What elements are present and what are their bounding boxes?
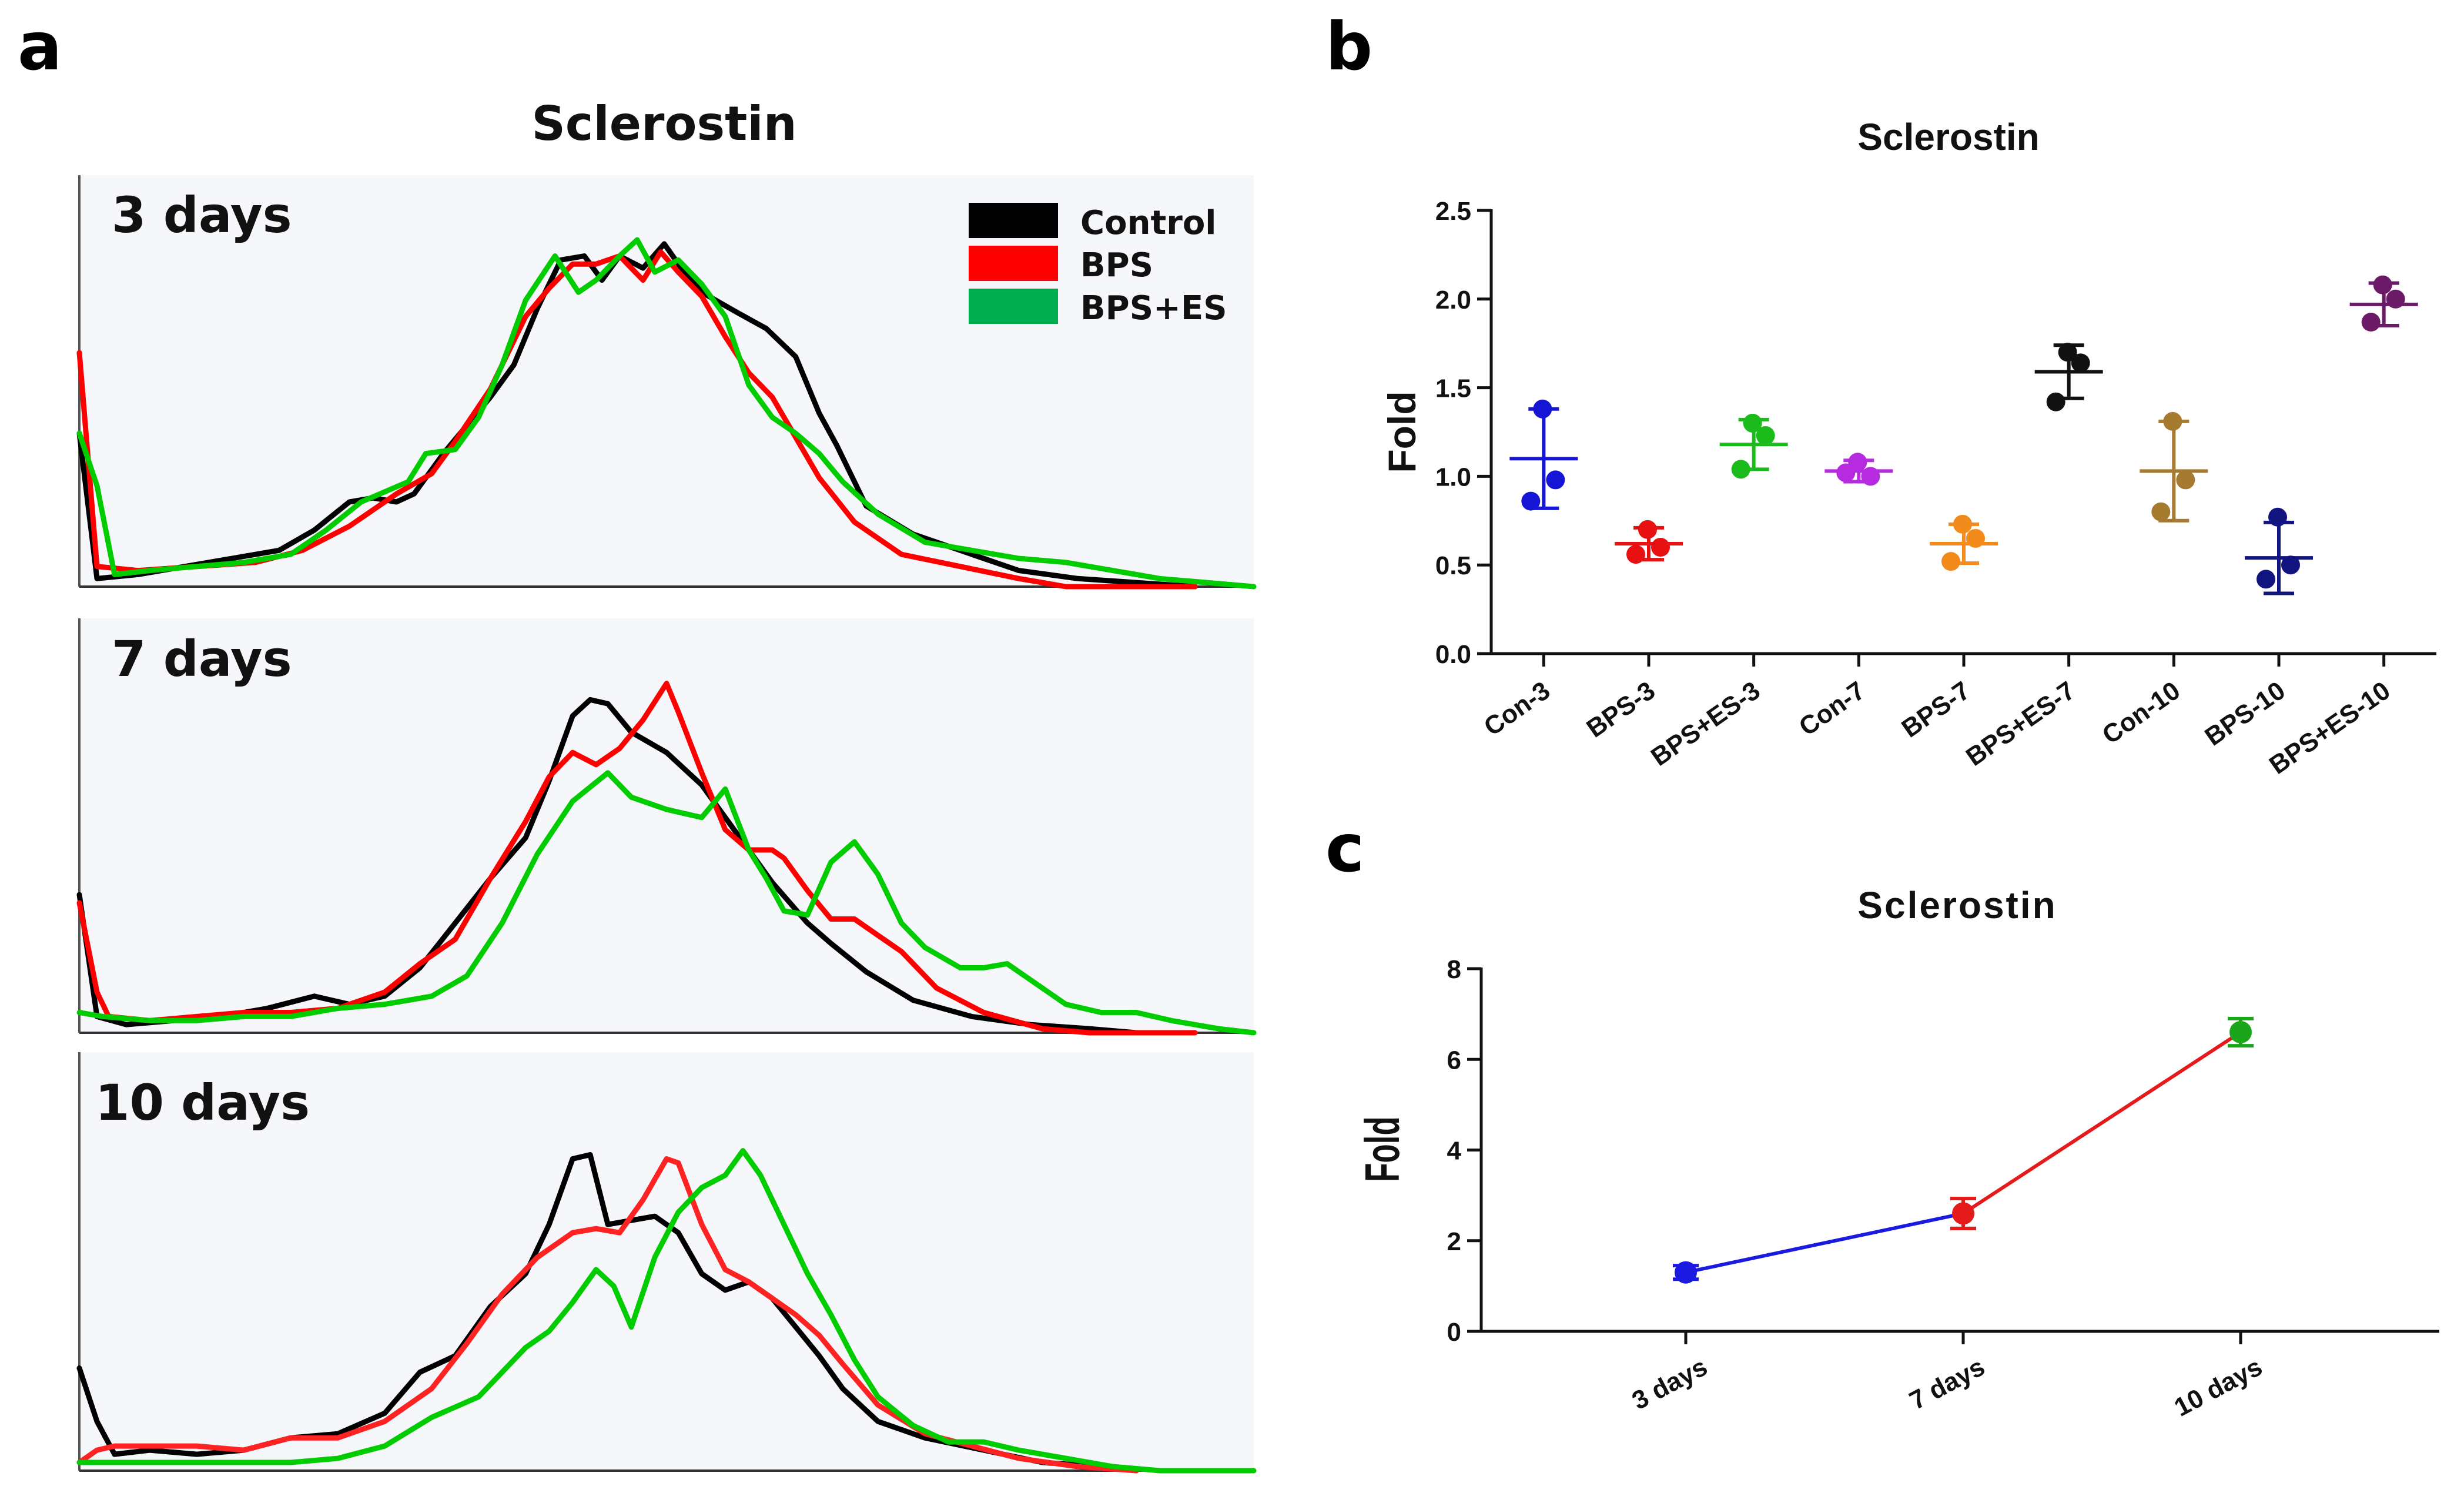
histogram-3-days: 3 days [76,175,1257,590]
b-data-point [2373,275,2392,294]
b-y-tick-label: 1.0 [1435,463,1471,491]
histogram-background [79,1052,1254,1471]
c-y-tick-label: 4 [1447,1137,1462,1166]
b-data-point [2163,411,2182,431]
c-point-10-days: 10 days [2170,1016,2267,1422]
panel-b-ylabel: Fold [1380,391,1424,473]
b-data-point [2046,392,2065,411]
legend-swatch-bps [969,246,1058,281]
b-y-tick-label: 2.0 [1435,286,1471,314]
b-data-point [2281,555,2300,575]
b-data-point [1966,528,1985,548]
b-x-tick-label: BPS+ES-3 [1646,676,1765,772]
b-y-tick-label: 0.0 [1435,640,1471,669]
c-data-point [1675,1261,1697,1284]
b-group-con-3: Con-3 [1479,399,1578,742]
b-y-tick-label: 0.5 [1435,551,1471,580]
b-data-point [1546,470,1565,490]
c-y-tick-label: 0 [1447,1318,1461,1347]
b-y-tick-label: 2.5 [1435,197,1471,226]
b-data-point [2268,507,2287,527]
series-line-bps [76,681,1198,1036]
c-point-7-days: 7 days [1905,1197,1990,1416]
panel-letter-b: b [1325,9,1372,85]
b-data-point [1756,426,1775,446]
b-data-point [1731,460,1750,479]
b-data-point [1836,463,1856,483]
b-x-tick-label: Con-7 [1794,676,1870,742]
c-x-tick-label: 3 days [1628,1353,1712,1416]
b-group-bps-10: BPS-10 [2199,507,2313,752]
panel-a-histograms: Sclerostin 3 days 7 days 10 days Control B… [76,96,1257,1474]
legend-label-bps-es: BPS+ES [1080,289,1227,327]
b-data-point [1953,514,1972,534]
histogram-10-days: 10 days [76,1052,1257,1474]
histogram-day-label: 3 days [112,186,292,244]
panel-b-title: Sclerostin [1857,116,2039,158]
b-data-point [2151,502,2171,521]
legend: Control BPS BPS+ES [969,203,1227,327]
c-y-tick-label: 2 [1447,1227,1461,1256]
b-data-point [1651,538,1670,557]
legend-swatch-bps-es [969,289,1058,324]
b-group-bps-7: BPS-7 [1896,514,1998,744]
series-line-bps-es [76,237,1257,590]
series-line-bps [76,1156,1139,1474]
b-data-point [1743,413,1762,433]
legend-label-bps: BPS [1080,246,1153,284]
histogram-7-days: 7 days [76,618,1257,1036]
b-data-point [2361,313,2381,332]
c-data-point [2229,1020,2252,1043]
b-x-tick-label: BPS-3 [1581,676,1660,743]
b-group-bps-es-3: BPS+ES-3 [1646,413,1788,772]
b-x-tick-label: BPS-10 [2199,676,2290,752]
panel-c-ylabel: Fold [1355,1116,1410,1181]
legend-swatch-control [969,203,1058,238]
panel-c-timecourse: Sclerostin Fold 0 2 4 6 8 3 days 7 days 10 days [1355,884,2439,1422]
c-series-segment [1962,1030,2242,1215]
b-data-point [2257,570,2275,589]
panel-c-title: Sclerostin [1857,884,2057,926]
panel-letter-c: c [1325,811,1364,887]
b-y-tick-label: 1.5 [1435,374,1471,403]
b-data-point [1638,520,1657,539]
b-data-point [2176,470,2195,490]
b-data-point [2058,343,2077,362]
b-group-con-7: Con-7 [1794,453,1893,742]
b-group-bps-3: BPS-3 [1581,520,1683,744]
b-x-tick-label: BPS-7 [1896,676,1975,743]
b-data-point [2386,289,2405,309]
b-data-point [1533,399,1552,419]
c-x-tick-label: 7 days [1905,1353,1990,1416]
histogram-day-label: 10 days [95,1074,310,1132]
b-group-bps-es-10: BPS+ES-10 [2264,275,2418,780]
b-data-point [1521,491,1541,511]
b-x-tick-label: BPS+ES-7 [1961,676,2080,772]
b-data-point [1861,467,1880,486]
b-data-point [1626,545,1645,564]
series-line-bps-es [76,1148,1257,1474]
b-data-point [2071,353,2090,373]
c-y-tick-label: 6 [1447,1046,1461,1074]
legend-label-control: Control [1080,204,1217,242]
b-x-tick-label: Con-3 [1479,676,1555,742]
b-group-con-10: Con-10 [2097,411,2208,750]
c-series-segment [1685,1211,1964,1274]
b-group-bps-es-7: BPS+ES-7 [1961,343,2103,772]
b-data-point [1941,552,1960,571]
b-x-tick-label: Con-10 [2097,676,2185,750]
c-x-tick-label: 10 days [2170,1353,2267,1422]
series-line-control [76,697,1139,1036]
c-data-point [1952,1202,1974,1225]
series-line-bps-es [76,770,1257,1036]
c-point-3-days: 3 days [1628,1261,1712,1415]
histogram-day-label: 7 days [112,630,292,688]
panel-a-title: Sclerostin [531,96,796,151]
panel-b-dotplot: Sclerostin Fold 0.0 0.5 1.0 1.5 2.0 2.5 Con-3 B… [1380,116,2436,780]
panel-letter-a: a [18,9,62,85]
c-y-tick-label: 8 [1447,955,1461,984]
